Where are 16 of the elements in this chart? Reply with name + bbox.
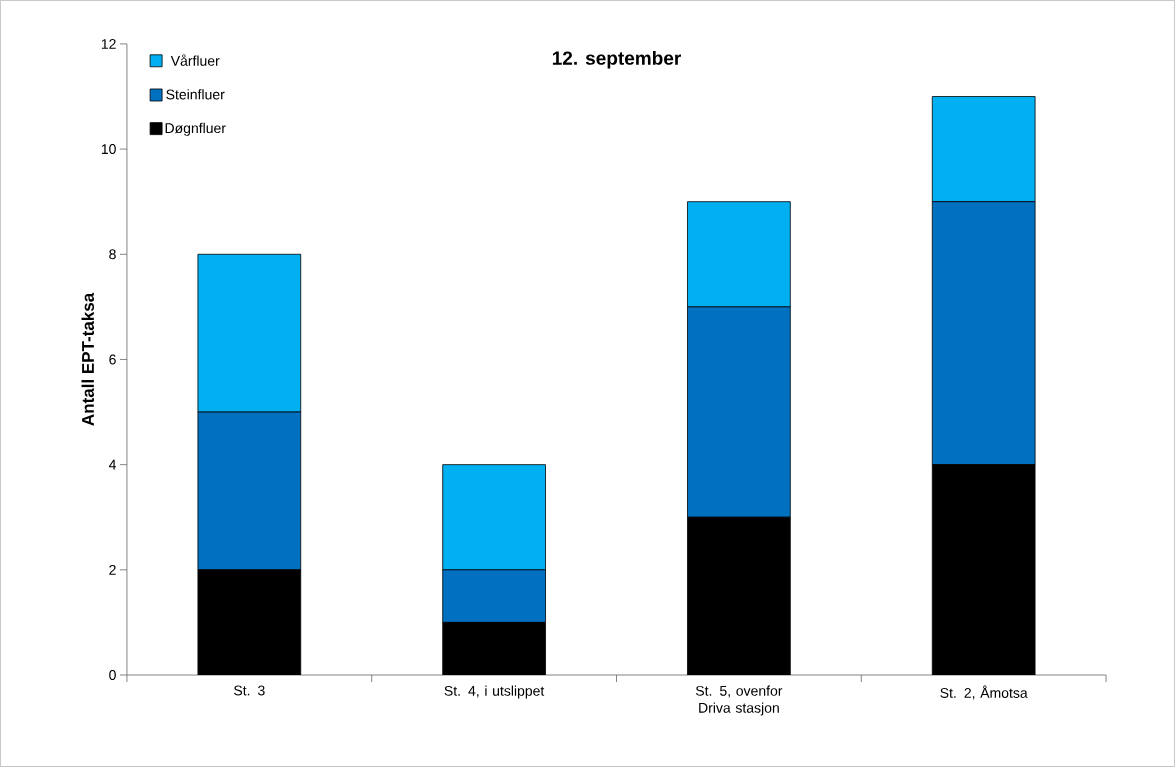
x-tick-label: St. 3	[234, 685, 265, 696]
y-tick-label: 10	[101, 144, 116, 155]
legend-label: Døgnfluer	[165, 122, 226, 136]
y-tick-label: 4	[108, 459, 116, 470]
y-tick-label: 0	[109, 670, 116, 680]
y-tick-label: 2	[109, 564, 116, 575]
y-axis-title: Antall EPT-taksa	[81, 292, 94, 426]
x-tick-label: St. 5, ovenfor Driva stasjon	[695, 685, 783, 716]
legend-label: Vårfluer	[170, 54, 220, 66]
x-tick-label: St. 4, i utslippet	[444, 685, 545, 699]
x-tick-label: St. 2, Åmotsa	[940, 685, 1028, 700]
chart-title: 12. september	[552, 50, 681, 69]
y-tick-label: 6	[109, 354, 116, 365]
y-tick-label: 12	[101, 39, 116, 49]
legend-label: Steinfluer	[166, 89, 225, 100]
y-tick-label: 8	[109, 249, 116, 260]
